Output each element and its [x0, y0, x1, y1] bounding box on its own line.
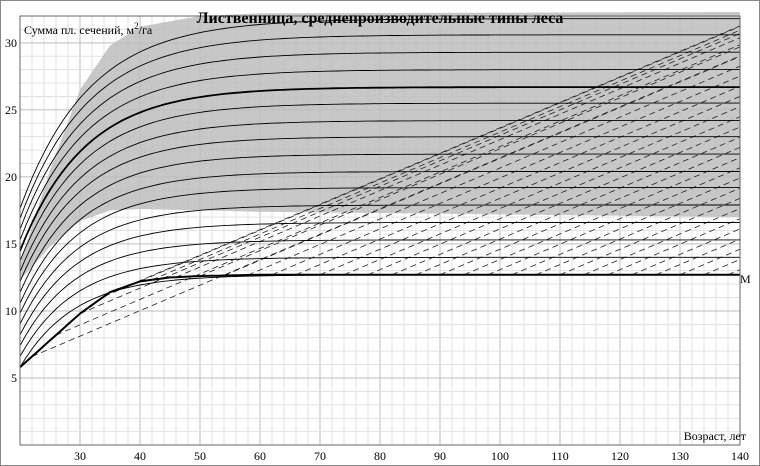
dashed-line — [55, 44, 741, 336]
axes — [19, 15, 741, 446]
x-tick-label: 40 — [134, 449, 146, 463]
y-tick-label: 20 — [5, 170, 17, 184]
x-tick-label: 60 — [254, 449, 266, 463]
curve-line — [19, 102, 740, 262]
x-tick-label: 110 — [551, 449, 569, 463]
x-axis-label: Возраст, лет — [684, 429, 747, 443]
dashed-line — [607, 218, 741, 276]
base-curve — [19, 273, 740, 368]
dashed-line — [583, 208, 741, 276]
dashed-line — [391, 126, 741, 276]
dashed-line — [415, 136, 741, 276]
dashed-line — [31, 55, 741, 357]
dashed-line — [343, 106, 741, 276]
curve-line — [19, 153, 740, 293]
chart-title: Лиственница, среднепроизводительные типы… — [197, 10, 564, 27]
dashed-line — [319, 96, 741, 276]
y-tick-label: 25 — [5, 103, 17, 117]
dashed-line — [199, 46, 741, 277]
plot-border — [19, 15, 741, 446]
shaded-region — [20, 11, 740, 281]
dashed-line — [511, 177, 741, 276]
dashed-line — [223, 56, 741, 276]
curve-line — [19, 171, 740, 304]
curve-set — [19, 18, 740, 368]
dashed-line — [559, 197, 741, 276]
x-tick-label: 130 — [671, 449, 689, 463]
curve-line — [19, 256, 740, 357]
x-tick-label: 50 — [194, 449, 206, 463]
x-tick-label: 30 — [74, 449, 86, 463]
x-tick-label: 140 — [731, 449, 749, 463]
curve-line — [19, 187, 740, 314]
curve-line — [19, 34, 740, 219]
curve-line — [19, 136, 740, 282]
dashed-line — [151, 29, 741, 281]
curve-line — [19, 51, 740, 230]
curve-line — [19, 120, 740, 272]
dashed-line — [367, 116, 741, 276]
x-tick-label: 70 — [314, 449, 326, 463]
dashed-line — [103, 26, 741, 297]
dashed-line — [295, 85, 741, 276]
curve-line — [19, 18, 740, 209]
dashed-line — [679, 248, 741, 276]
dashed-line — [703, 259, 741, 276]
curve-line — [19, 222, 740, 336]
curve-line — [19, 86, 740, 252]
shaded-band — [20, 11, 740, 281]
curve-line — [19, 204, 740, 325]
curve-line — [19, 69, 740, 241]
curve-line — [19, 239, 740, 346]
base-curve-label: M — [740, 272, 751, 286]
x-tick-label: 100 — [491, 449, 509, 463]
y-tick-label: 15 — [5, 237, 17, 251]
dashed-line — [271, 75, 741, 276]
dashed-line — [535, 187, 741, 276]
y-tick-label: 5 — [11, 371, 17, 385]
x-tick-label: 80 — [374, 449, 386, 463]
y-tick-label: 30 — [5, 36, 17, 50]
y-tick-label: 10 — [5, 304, 17, 318]
dashed-line — [175, 37, 741, 278]
dashed-line — [439, 147, 741, 276]
x-tick-label: 90 — [434, 449, 446, 463]
x-tick-label: 120 — [611, 449, 629, 463]
tick-labels: 30 40 50 60 70 80 90 100 110 120 130 140 5 10 15 20 25 30 — [5, 36, 749, 463]
y-axis-label: Сумма пл. сечений, м2/га — [24, 21, 153, 37]
dashed-line — [247, 65, 741, 276]
